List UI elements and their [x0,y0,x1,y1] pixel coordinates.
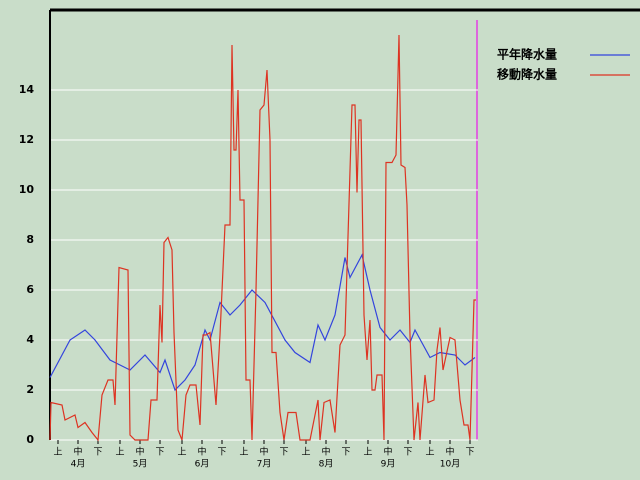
x-tick-label: 上 [177,447,186,458]
x-tick-label: 中 [135,446,144,458]
y-tick-label: 4 [26,333,34,346]
y-tick-label: 0 [26,433,34,446]
month-label: 5月 [133,459,148,470]
y-tick-label: 14 [19,83,35,96]
x-tick-label: 中 [383,446,392,458]
month-label: 8月 [319,459,334,470]
x-tick-label: 中 [321,446,330,458]
x-tick-label: 上 [363,447,372,458]
data-line [49,34,476,442]
month-label: 6月 [195,459,210,470]
x-tick-label: 上 [425,447,434,458]
x-tick-label: 上 [115,447,124,458]
month-label: 10月 [440,459,460,470]
x-tick-label: 下 [217,448,226,458]
month-label: 4月 [71,459,86,470]
x-tick-label: 下 [279,448,288,458]
y-tick-label: 2 [26,383,34,396]
x-tick-label: 下 [403,448,412,458]
legend-label: 移動降水量 [497,67,557,82]
x-tick-label: 上 [53,447,62,458]
x-tick-label: 下 [155,448,164,458]
x-tick-label: 中 [73,446,82,458]
x-tick-label: 下 [341,448,350,458]
y-tick-label: 8 [26,233,34,246]
x-tick-label: 中 [259,446,268,458]
month-label: 9月 [381,459,396,470]
x-tick-label: 下 [465,448,474,458]
x-tick-label: 下 [93,448,102,458]
legend-label: 平年降水量 [497,47,557,62]
x-tick-label: 中 [445,446,454,458]
y-tick-label: 6 [26,283,34,296]
data-line [49,253,476,392]
month-label: 7月 [257,459,272,470]
y-tick-label: 12 [19,133,34,146]
x-tick-label: 上 [239,447,248,458]
y-tick-label: 10 [19,183,35,196]
x-tick-label: 上 [301,447,310,458]
x-tick-label: 中 [197,446,206,458]
